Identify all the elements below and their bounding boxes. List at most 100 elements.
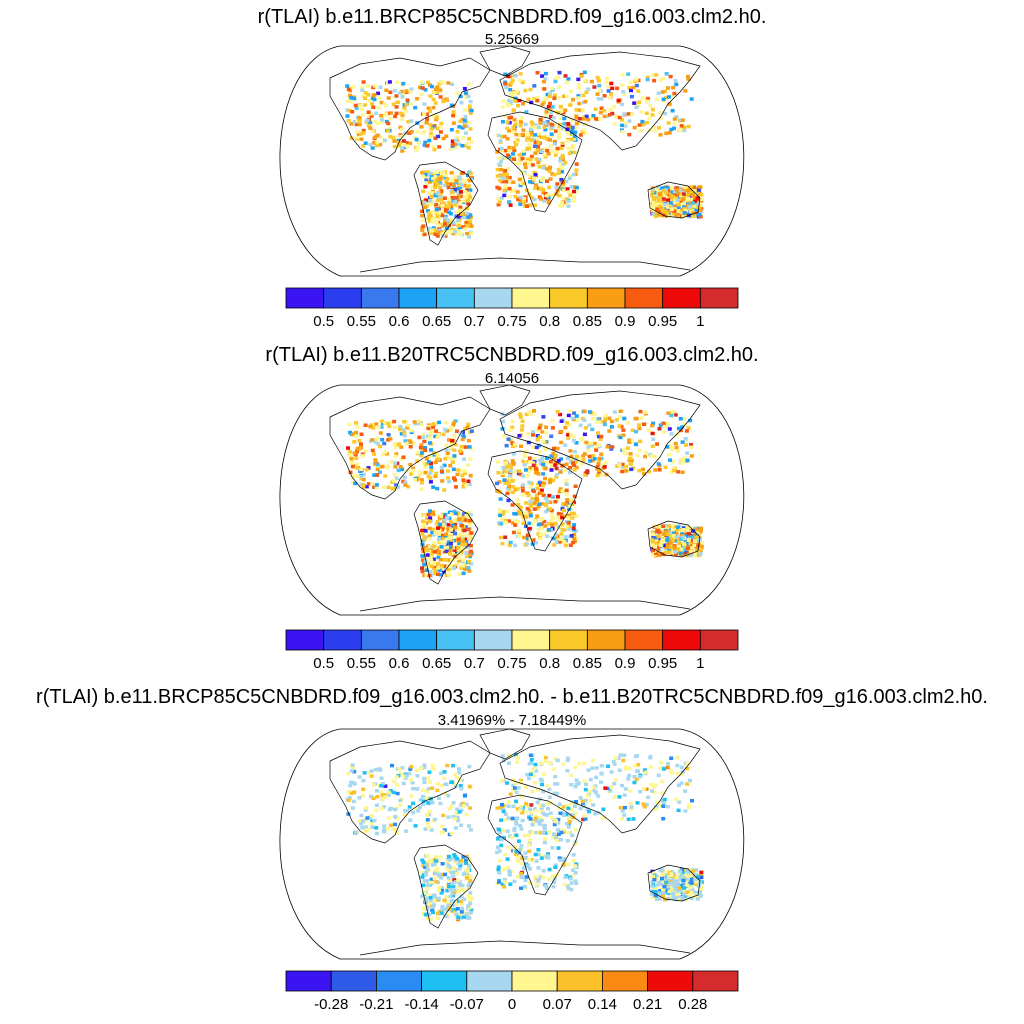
data-cell bbox=[439, 876, 444, 880]
data-cell bbox=[461, 207, 466, 212]
data-cell bbox=[521, 474, 525, 478]
data-cell bbox=[529, 810, 534, 815]
data-cell bbox=[385, 826, 390, 831]
data-cell bbox=[561, 110, 566, 115]
data-cell bbox=[563, 543, 568, 548]
data-cell bbox=[523, 511, 528, 516]
data-cell bbox=[673, 79, 678, 83]
data-cell bbox=[533, 151, 538, 155]
data-cell bbox=[467, 898, 472, 903]
data-cell bbox=[367, 771, 372, 775]
data-cell bbox=[547, 478, 552, 483]
data-cell bbox=[374, 803, 379, 807]
data-cell bbox=[381, 805, 386, 809]
data-cell bbox=[457, 517, 462, 521]
data-cell bbox=[448, 865, 453, 870]
data-cell bbox=[395, 791, 400, 796]
data-cell bbox=[377, 96, 382, 101]
data-cell bbox=[463, 144, 468, 148]
data-cell bbox=[433, 180, 438, 184]
data-cell bbox=[560, 522, 565, 526]
data-cell bbox=[351, 765, 356, 770]
data-cell bbox=[583, 426, 588, 430]
data-cell bbox=[676, 470, 681, 474]
data-cell bbox=[540, 517, 544, 521]
data-cell bbox=[689, 541, 694, 545]
data-cell bbox=[436, 228, 441, 232]
data-cell bbox=[664, 72, 669, 76]
data-cell bbox=[446, 527, 451, 531]
data-cell bbox=[538, 830, 543, 835]
data-cell bbox=[420, 858, 425, 862]
data-cell bbox=[535, 486, 540, 491]
data-cell bbox=[510, 479, 515, 483]
data-cell bbox=[500, 105, 505, 109]
data-cell bbox=[464, 540, 469, 544]
data-cell bbox=[650, 423, 655, 428]
data-cell bbox=[388, 116, 393, 121]
data-cell bbox=[694, 527, 699, 531]
map-frame bbox=[279, 728, 745, 960]
colorbar-tick-label: 0.65 bbox=[422, 655, 451, 672]
data-cell bbox=[435, 531, 440, 536]
data-cell bbox=[497, 133, 502, 138]
data-cell bbox=[441, 136, 446, 141]
data-cell bbox=[574, 862, 579, 866]
data-cell bbox=[453, 860, 458, 864]
data-cell bbox=[572, 435, 576, 439]
data-cell bbox=[459, 787, 464, 791]
data-cell bbox=[676, 196, 681, 200]
data-cell bbox=[637, 426, 642, 431]
data-cell bbox=[658, 423, 663, 427]
data-cell bbox=[503, 148, 508, 153]
data-cell bbox=[420, 554, 425, 558]
data-cell bbox=[671, 538, 676, 542]
data-cell bbox=[567, 151, 572, 156]
data-cell bbox=[670, 460, 675, 464]
data-cell bbox=[556, 171, 561, 176]
data-cell bbox=[565, 421, 569, 425]
data-cell bbox=[447, 807, 452, 811]
data-cell bbox=[654, 537, 659, 542]
data-cell bbox=[500, 778, 505, 783]
data-cell bbox=[643, 410, 648, 414]
data-cell bbox=[459, 895, 464, 899]
data-cell bbox=[654, 73, 659, 77]
data-cell bbox=[550, 516, 555, 520]
data-cell bbox=[508, 87, 513, 92]
data-cell bbox=[423, 912, 428, 917]
data-cell bbox=[686, 551, 691, 555]
data-cell bbox=[424, 177, 429, 182]
data-cell bbox=[379, 425, 384, 429]
data-cell bbox=[533, 123, 538, 127]
data-cell bbox=[431, 176, 435, 181]
data-cell bbox=[442, 776, 447, 780]
data-cell bbox=[422, 879, 427, 883]
data-cell bbox=[545, 854, 550, 858]
data-cell bbox=[352, 782, 357, 786]
data-cell bbox=[426, 882, 431, 887]
data-cell bbox=[517, 157, 522, 161]
data-cell bbox=[566, 515, 571, 520]
data-cell bbox=[452, 817, 457, 821]
data-cell bbox=[690, 799, 694, 803]
data-cell bbox=[549, 464, 554, 468]
data-cell bbox=[514, 833, 519, 838]
data-cell bbox=[547, 91, 552, 95]
data-cell bbox=[469, 224, 474, 228]
data-cell bbox=[628, 452, 633, 456]
data-cell bbox=[441, 432, 446, 437]
data-cell bbox=[533, 819, 537, 823]
data-cell bbox=[549, 114, 553, 119]
data-cell bbox=[386, 790, 391, 795]
data-cell bbox=[612, 105, 616, 109]
data-cell bbox=[545, 136, 550, 141]
data-cell bbox=[570, 498, 575, 502]
data-cell bbox=[450, 192, 455, 196]
data-cell bbox=[523, 856, 528, 860]
data-cell bbox=[622, 753, 627, 757]
data-cell bbox=[360, 819, 365, 823]
data-cell bbox=[613, 778, 618, 782]
data-cell bbox=[445, 451, 450, 455]
data-cell bbox=[545, 802, 550, 806]
